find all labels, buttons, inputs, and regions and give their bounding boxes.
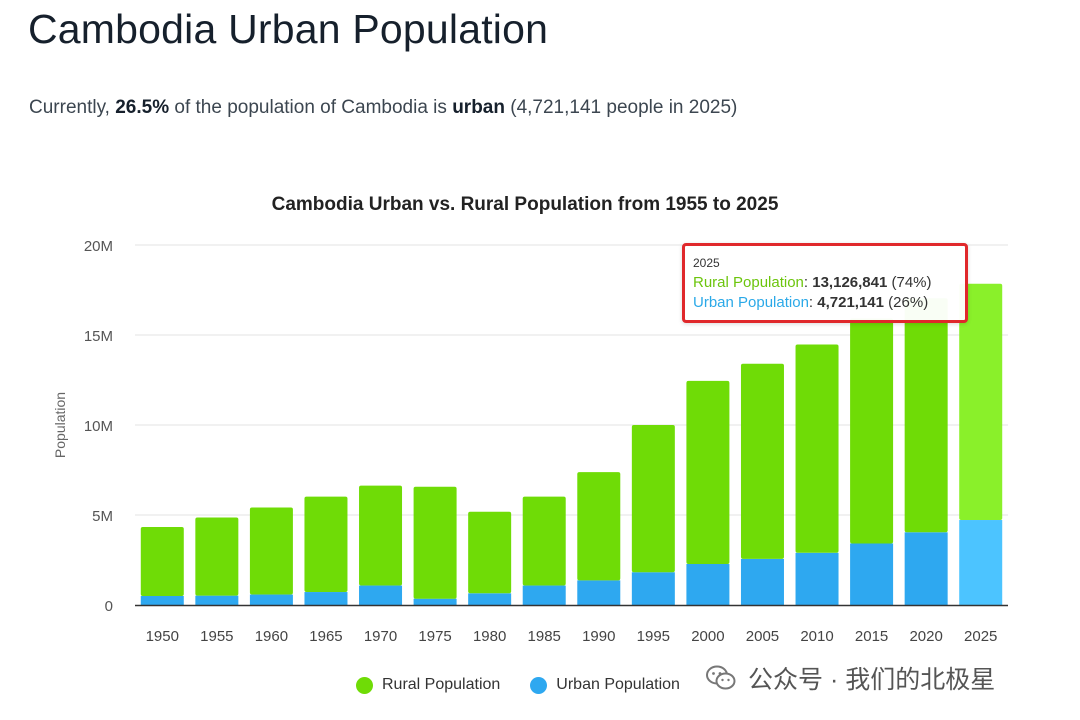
bar-urban-1980 xyxy=(468,593,512,605)
x-tick-label: 1950 xyxy=(146,628,179,645)
legend-rural-label: Rural Population xyxy=(382,676,501,693)
bar-urban-1955 xyxy=(195,595,239,605)
summary-text: Currently, 26.5% of the population of Ca… xyxy=(29,97,737,119)
y-tick-label: 15M xyxy=(84,328,113,345)
bar-urban-2025 xyxy=(959,520,1003,605)
x-tick-label: 2000 xyxy=(691,628,724,645)
bar-urban-1990 xyxy=(577,580,621,605)
summary-prefix: Currently, xyxy=(29,97,116,118)
bar-rural-1960 xyxy=(249,507,293,595)
bar-rural-1965 xyxy=(304,496,348,593)
tooltip-urban-line: Urban Population: 4,721,141 (26%) xyxy=(693,294,929,311)
bar-urban-2020 xyxy=(904,532,948,605)
tooltip-rural-line: Rural Population: 13,126,841 (74%) xyxy=(693,274,932,291)
y-tick-label: 20M xyxy=(84,238,113,255)
page-title: Cambodia Urban Population xyxy=(28,6,549,52)
bar-urban-1965 xyxy=(304,592,348,605)
bar-rural-2010 xyxy=(795,344,839,553)
bar-rural-1980 xyxy=(468,511,512,594)
bar-rural-2020 xyxy=(904,298,948,533)
summary-suffix: (4,721,141 people in 2025) xyxy=(504,97,738,118)
bar-urban-2010 xyxy=(795,552,839,605)
y-tick-label: 10M xyxy=(84,418,113,435)
x-tick-label: 1955 xyxy=(200,628,233,645)
bar-urban-2015 xyxy=(850,543,894,605)
bar-rural-2000 xyxy=(686,380,730,564)
y-tick-label: 0 xyxy=(105,598,113,615)
bar-urban-1960 xyxy=(249,594,293,605)
bar-rural-1990 xyxy=(577,472,621,581)
x-tick-label: 1965 xyxy=(309,628,342,645)
bar-rural-1995 xyxy=(631,425,675,573)
x-tick-label: 1990 xyxy=(582,628,615,645)
legend-item-rural[interactable]: Rural Population xyxy=(356,676,500,694)
tooltip-urban-pct: (26%) xyxy=(888,294,929,311)
x-tick-label: 2020 xyxy=(909,628,942,645)
y-tick-label: 5M xyxy=(92,508,113,525)
x-tick-label: 1960 xyxy=(255,628,288,645)
bar-rural-1975 xyxy=(413,486,457,599)
x-tick-label: 1995 xyxy=(637,628,670,645)
bar-urban-2005 xyxy=(740,558,784,605)
bar-urban-1970 xyxy=(359,585,403,605)
watermark: 公众号 · 我们的北极星 xyxy=(706,660,996,696)
y-axis-label: Population xyxy=(52,392,68,458)
tooltip-rural-value: 13,126,841 xyxy=(812,274,888,291)
x-tick-label: 2015 xyxy=(855,628,888,645)
bar-rural-1955 xyxy=(195,517,239,596)
bar-urban-2000 xyxy=(686,563,730,605)
summary-percent: 26.5% xyxy=(115,97,170,118)
x-tick-label: 1970 xyxy=(364,628,397,645)
bar-urban-1975 xyxy=(413,598,457,605)
tooltip-urban-value: 4,721,141 xyxy=(817,294,884,311)
bar-urban-1950 xyxy=(140,596,184,605)
x-tick-label: 1980 xyxy=(473,628,506,645)
chart-legend: Rural Population Urban Population xyxy=(356,676,710,694)
x-tick-label: 2010 xyxy=(800,628,833,645)
watermark-text: 公众号 · 我们的北极星 xyxy=(748,666,996,694)
wechat-icon xyxy=(706,665,736,690)
tooltip-rural-label: Rural Population xyxy=(693,274,804,291)
chart-tooltip: 2025 Rural Population: 13,126,841 (74%) … xyxy=(682,243,968,323)
bar-urban-1985 xyxy=(522,585,566,605)
bar-rural-1985 xyxy=(522,496,566,586)
x-tick-label: 2025 xyxy=(964,628,997,645)
summary-keyword: urban xyxy=(452,97,505,118)
x-tick-label: 2005 xyxy=(746,628,779,645)
legend-item-urban[interactable]: Urban Population xyxy=(530,676,680,694)
legend-rural-dot xyxy=(356,676,373,694)
tooltip-year: 2025 xyxy=(693,256,720,270)
bar-rural-1950 xyxy=(140,527,184,596)
tooltip-urban-label: Urban Population xyxy=(693,294,809,311)
bar-rural-2025 xyxy=(959,283,1003,521)
legend-urban-dot xyxy=(530,676,548,694)
bar-rural-2015 xyxy=(850,318,894,544)
bar-rural-2005 xyxy=(740,363,784,559)
bar-rural-1970 xyxy=(359,485,403,586)
tooltip-rural-pct: (74%) xyxy=(891,274,932,291)
x-tick-label: 1975 xyxy=(418,628,451,645)
summary-middle: of the population of Cambodia is xyxy=(169,97,453,118)
bar-urban-1995 xyxy=(631,572,675,605)
chart-title: Cambodia Urban vs. Rural Population from… xyxy=(271,194,779,215)
legend-urban-label: Urban Population xyxy=(556,676,680,693)
x-tick-label: 1985 xyxy=(528,628,561,645)
